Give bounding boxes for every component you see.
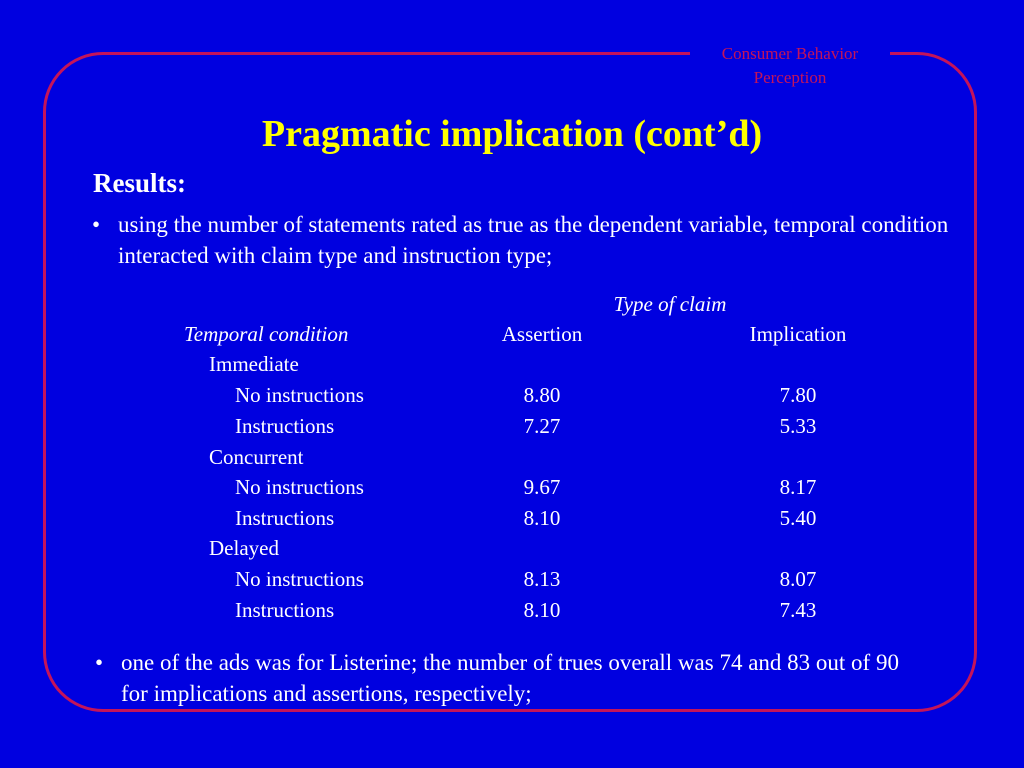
slide-frame	[43, 52, 977, 712]
table-cell-label: No instructions	[235, 475, 364, 499]
table-cell-implication: 7.43	[779, 598, 817, 622]
table-col-implication: Implication	[749, 322, 847, 346]
table-cell-assertion: 9.67	[523, 475, 561, 499]
table-cell-label: Instructions	[235, 414, 335, 438]
table-row-header: Temporal condition	[184, 322, 349, 346]
results-heading: Results:	[93, 168, 186, 198]
table-col-assertion: Assertion	[501, 322, 583, 346]
header-line-1: Consumer Behavior	[721, 44, 859, 63]
table-group-name: Immediate	[209, 352, 299, 376]
slide-header: Consumer Behavior Perception	[690, 42, 890, 90]
table-cell-assertion: 8.10	[523, 598, 561, 622]
slide-title: Pragmatic implication (cont’d)	[261, 113, 763, 155]
table-cell-implication: 7.80	[779, 383, 817, 407]
bullet-text: using the number of statements rated as …	[118, 212, 949, 268]
table-cell-label: No instructions	[235, 567, 364, 591]
bullet-item-2: • one of the ads was for Listerine; the …	[95, 647, 915, 709]
bullet-text: one of the ads was for Listerine; the nu…	[121, 650, 899, 706]
bullet-item-1: • using the number of statements rated a…	[92, 209, 952, 271]
header-line-2: Perception	[753, 68, 827, 87]
table-group-name: Concurrent	[209, 445, 304, 469]
table-cell-label: Instructions	[235, 506, 335, 530]
table-cell-implication: 5.40	[779, 506, 817, 530]
table-cell-assertion: 8.10	[523, 506, 561, 530]
bullet-symbol: •	[95, 650, 104, 675]
table-group-name: Delayed	[209, 536, 279, 560]
table-cell-label: Instructions	[235, 598, 335, 622]
table-group-header: Type of claim	[613, 292, 727, 316]
table-cell-label: No instructions	[235, 383, 364, 407]
table-cell-assertion: 8.80	[523, 383, 561, 407]
table-cell-assertion: 8.13	[523, 567, 561, 591]
table-cell-assertion: 7.27	[523, 414, 561, 438]
table-cell-implication: 8.07	[779, 567, 817, 591]
table-cell-implication: 8.17	[779, 475, 817, 499]
bullet-symbol: •	[92, 212, 101, 237]
table-cell-implication: 5.33	[779, 414, 817, 438]
